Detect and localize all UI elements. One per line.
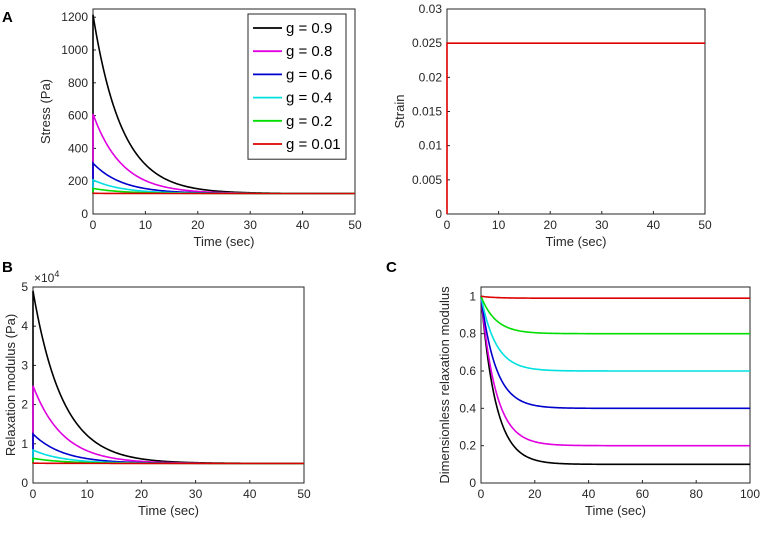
x-tick-label: 50 [297,487,311,501]
y-tick-label: 0.4 [459,401,476,415]
y-tick-label: 0.02 [419,70,443,84]
x-tick-label: 20 [528,487,542,501]
y-tick-label: 0.8 [459,327,476,341]
y-tick-label: 3 [21,358,28,372]
y-tick-label: 1 [469,289,476,303]
y-tick-label: 0.015 [412,105,442,119]
x-tick-label: 0 [444,218,451,232]
legend-entry: g = 0.8 [286,43,332,60]
x-tick-label: 40 [296,218,310,232]
y-tick-label: 0.01 [419,139,443,153]
plot-frame [446,8,706,215]
y-tick-label: 0 [469,476,476,490]
x-axis-label: Time (sec) [546,234,607,249]
y-tick-label: 0.6 [459,364,476,378]
y-tick-label: 0 [81,207,88,221]
y-tick-label: 1000 [61,43,88,57]
series-line-g-0-9 [480,296,750,466]
y-tick-label: 1200 [61,10,88,24]
y-exponent-label: ×104 [34,269,59,285]
y-tick-label: 600 [68,109,88,123]
y-axis-label: Relaxation modulus (Pa) [3,314,18,456]
series-line-g-0-4 [480,296,750,372]
y-tick-label: 0.03 [419,2,443,16]
panel-letter-c: C [386,259,397,276]
x-tick-label: 100 [740,487,760,501]
x-axis-label: Time (sec) [585,503,646,518]
stress-chart: 0 10 20 30 40 50 0 200 400 600 800 1000 1200 Time (se… [38,8,362,249]
x-tick-label: 10 [492,218,506,232]
x-tick-label: 30 [189,487,203,501]
x-tick-label: 40 [647,218,661,232]
x-tick-label: 30 [595,218,609,232]
legend-entry: g = 0.9 [286,20,332,37]
x-tick-label: 40 [582,487,596,501]
y-tick-label: 200 [68,174,88,188]
y-axis-label: Strain [392,95,407,129]
y-axis-label: Stress (Pa) [38,79,53,144]
relaxation-modulus-chart: 0 10 20 30 40 50 0 1 2 3 4 5 Time (sec) Relaxation mo… [3,269,311,518]
y-tick-label: 0.005 [412,173,442,187]
y-tick-label: 2 [21,398,28,412]
series-line-g-0-8 [480,296,750,447]
strain-chart: 0 10 20 30 40 50 0 0.005 0.01 0.015 0.02 0.025 0.03 T… [392,2,712,249]
y-tick-label: 1 [21,437,28,451]
x-tick-label: 10 [139,218,153,232]
series-line-g-0-01 [480,295,750,299]
x-tick-label: 0 [90,218,97,232]
x-tick-label: 40 [243,487,257,501]
y-tick-label: 400 [68,141,88,155]
y-tick-label: 0 [435,207,442,221]
x-axis-label: Time (sec) [138,503,199,518]
series-line-strain [446,42,705,214]
dimensionless-modulus-chart: 0 20 40 60 80 100 0 0.2 0.4 0.6 0.8 1 Time (sec) Dime… [437,286,760,518]
x-axis-label: Time (sec) [194,234,255,249]
plot-frame [480,286,751,484]
x-tick-label: 0 [478,487,485,501]
y-exponent-power: 4 [54,269,59,279]
x-tick-label: 30 [244,218,258,232]
series-line-g-0-6 [480,296,750,410]
y-tick-label: 4 [21,319,28,333]
series-line-g-0-2 [480,296,750,335]
y-tick-label: 0.2 [459,439,476,453]
y-tick-label: 0.025 [412,36,442,50]
y-tick-label: 5 [21,280,28,294]
x-tick-label: 50 [348,218,362,232]
x-tick-label: 80 [690,487,704,501]
x-tick-label: 60 [636,487,650,501]
x-tick-label: 20 [191,218,205,232]
legend-entry: g = 0.2 [286,113,332,130]
legend-entry: g = 0.6 [286,66,332,83]
y-axis-label: Dimensionless relaxation modulus [437,286,452,484]
x-tick-label: 20 [135,487,149,501]
x-tick-label: 10 [81,487,95,501]
panel-letter-b: B [2,259,13,276]
legend-box [247,13,347,160]
plot-frame [32,286,305,484]
x-tick-label: 0 [30,487,37,501]
x-tick-label: 20 [544,218,558,232]
legend-entry: g = 0.4 [286,90,332,107]
y-tick-label: 800 [68,76,88,90]
legend-entry: g = 0.01 [286,136,341,153]
y-tick-label: 0 [21,476,28,490]
panel-letter-a: A [2,9,13,26]
x-tick-label: 50 [698,218,712,232]
